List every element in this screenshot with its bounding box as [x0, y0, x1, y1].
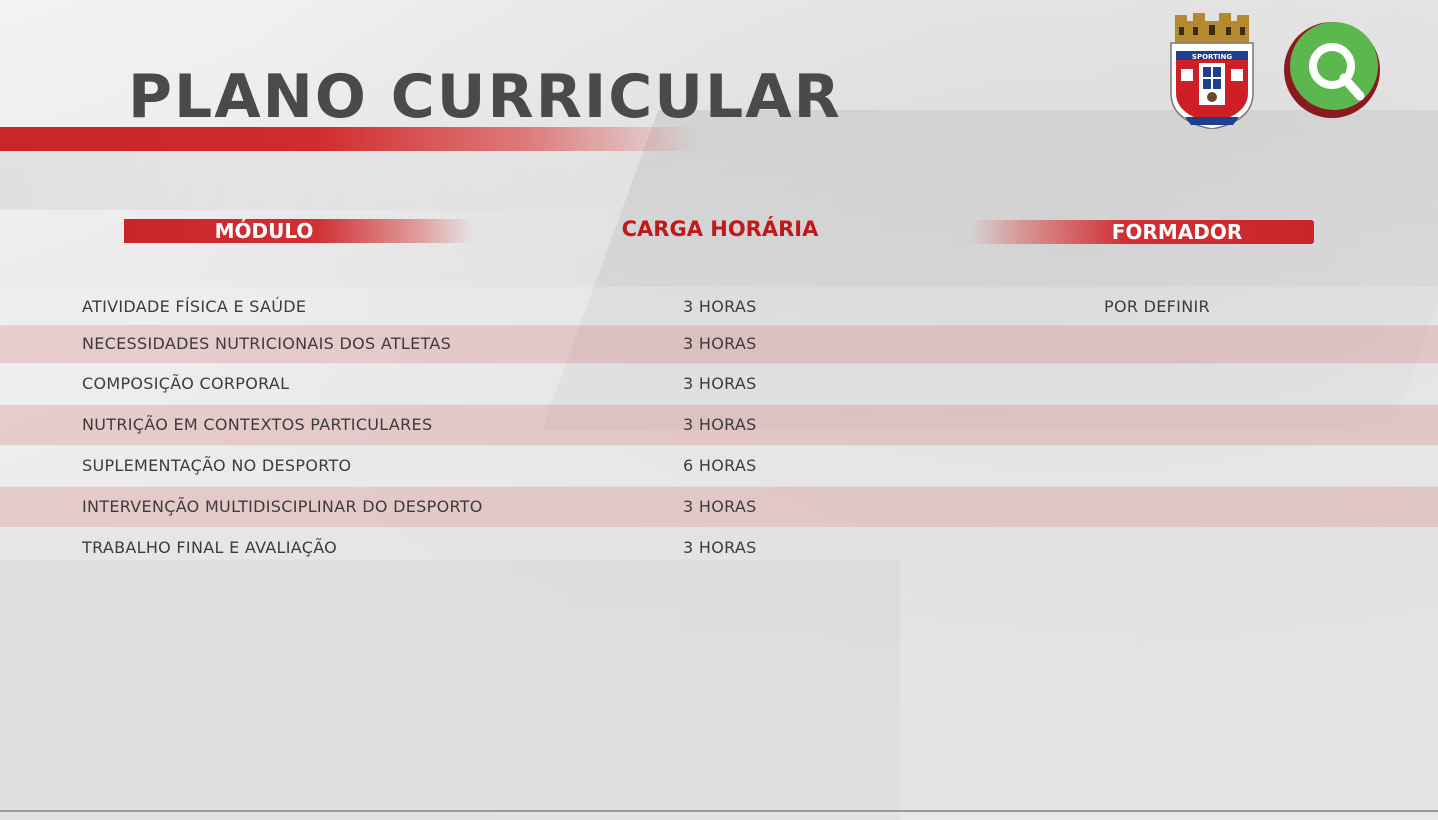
- table-row: TRABALHO FINAL E AVALIAÇÃO 3 HORAS: [0, 528, 1438, 568]
- table-row: COMPOSIÇÃO CORPORAL 3 HORAS: [0, 364, 1438, 404]
- field-shape: [0, 560, 900, 820]
- module-cell: COMPOSIÇÃO CORPORAL: [82, 374, 290, 393]
- trainer-header-label: FORMADOR: [1111, 220, 1243, 244]
- table-row: SUPLEMENTAÇÃO NO DESPORTO 6 HORAS: [0, 446, 1438, 486]
- hours-cell: 3 HORAS: [683, 497, 757, 516]
- table-row: ATIVIDADE FÍSICA E SAÚDE 3 HORAS POR DEF…: [0, 287, 1438, 327]
- table-row: INTERVENÇÃO MULTIDISCIPLINAR DO DESPORTO…: [0, 487, 1438, 527]
- hours-cell: 3 HORAS: [683, 538, 757, 557]
- hours-cell: 3 HORAS: [683, 374, 757, 393]
- module-cell: NUTRIÇÃO EM CONTEXTOS PARTICULARES: [82, 415, 433, 434]
- module-cell: TRABALHO FINAL E AVALIAÇÃO: [82, 538, 338, 557]
- module-cell: SUPLEMENTAÇÃO NO DESPORTO: [82, 456, 352, 475]
- hours-cell: 6 HORAS: [683, 456, 757, 475]
- sporting-braga-crest-icon: SPORTING: [1170, 13, 1254, 129]
- page-title: PLANO CURRICULAR: [128, 62, 842, 132]
- trainer-cell: POR DEFINIR: [1104, 297, 1210, 316]
- hours-cell: 3 HORAS: [683, 297, 757, 316]
- hours-cell: 3 HORAS: [683, 334, 757, 353]
- svg-text:SPORTING: SPORTING: [1192, 53, 1232, 61]
- background-shape: [0, 150, 700, 210]
- module-cell: NECESSIDADES NUTRICIONAIS DOS ATLETAS: [82, 334, 452, 353]
- bottom-border: [0, 810, 1438, 812]
- module-header-label: MÓDULO: [214, 219, 314, 243]
- module-cell: ATIVIDADE FÍSICA E SAÚDE: [82, 297, 307, 316]
- module-column-header: MÓDULO: [124, 219, 474, 243]
- title-underline-bar: [0, 127, 700, 151]
- table-row: NUTRIÇÃO EM CONTEXTOS PARTICULARES 3 HOR…: [0, 405, 1438, 445]
- hours-cell: 3 HORAS: [683, 415, 757, 434]
- trainer-column-header: FORMADOR: [970, 220, 1314, 244]
- q-logo-icon: [1284, 22, 1380, 118]
- table-row: NECESSIDADES NUTRICIONAIS DOS ATLETAS 3 …: [0, 325, 1438, 363]
- module-cell: INTERVENÇÃO MULTIDISCIPLINAR DO DESPORTO: [82, 497, 483, 516]
- hours-column-header: CARGA HORÁRIA: [621, 217, 819, 241]
